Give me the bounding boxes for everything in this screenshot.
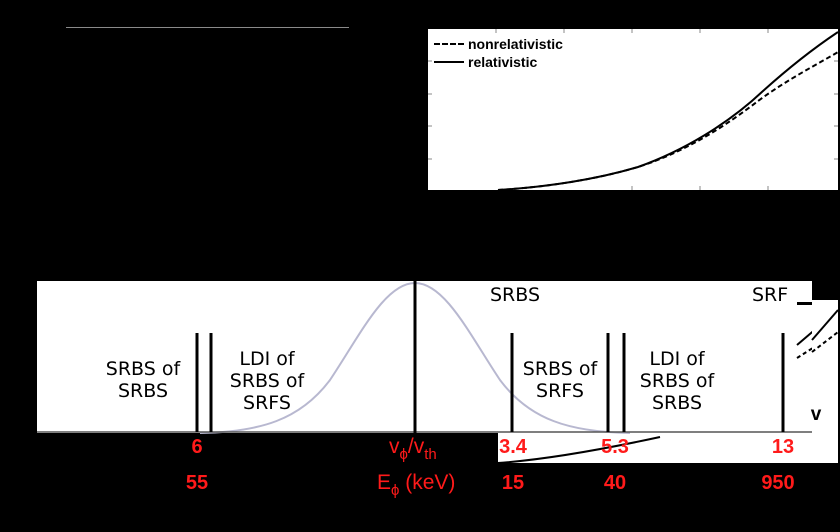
title-underline — [66, 27, 349, 28]
region-label-ldi-srbs-srfs: LDI of SRBS of SRFS — [229, 348, 305, 414]
chevron-down-icon: v — [810, 404, 822, 425]
inset-plot: nonrelativistic relativistic — [428, 29, 838, 190]
axis-label-phase-energy: Eϕ (keV) — [377, 472, 455, 502]
region-label-ldi-srbs-srbs: LDI of SRBS of SRBS — [639, 348, 715, 414]
inset-legend: nonrelativistic relativistic — [434, 35, 563, 71]
region-label-srbs-of-srfs: SRBS of SRFS — [522, 358, 598, 402]
regions-panel — [37, 281, 812, 433]
axis-v-sub-phi: ϕ — [399, 446, 408, 463]
tick-v-6: 6 — [191, 436, 203, 458]
tick-e-40: 40 — [603, 472, 627, 494]
legend-label-relativistic: relativistic — [468, 54, 538, 70]
axis-v-mid: /v — [407, 435, 425, 458]
tick-e-55: 55 — [185, 472, 209, 494]
tick-v-3-4: 3.4 — [499, 436, 527, 458]
axis-v-main: v — [389, 435, 400, 458]
legend-item-relativistic: relativistic — [434, 53, 563, 71]
axis-label-phase-velocity: vϕ/vth — [389, 436, 437, 466]
axis-e-rest: (keV) — [399, 471, 456, 494]
region-label-srfs: SRF — [752, 284, 789, 306]
legend-item-nonrelativistic: nonrelativistic — [434, 35, 563, 53]
axis-v-sub-th: th — [424, 446, 437, 463]
region-label-srbs-of-srbs: SRBS of SRBS — [105, 358, 181, 402]
legend-label-nonrelativistic: nonrelativistic — [468, 36, 563, 52]
tick-e-15: 15 — [501, 472, 525, 494]
axis-e-main: E — [377, 471, 392, 494]
dashed-line-swatch-icon — [434, 43, 464, 45]
tick-v-13: 13 — [771, 436, 795, 458]
solid-line-swatch-icon — [434, 61, 464, 63]
tick-v-5-3: 5.3 — [601, 436, 629, 458]
inset-curves — [428, 29, 838, 190]
axis-e-sub-phi: ϕ — [391, 482, 400, 499]
region-label-srbs: SRBS — [489, 284, 541, 306]
tick-e-950: 950 — [761, 472, 795, 494]
